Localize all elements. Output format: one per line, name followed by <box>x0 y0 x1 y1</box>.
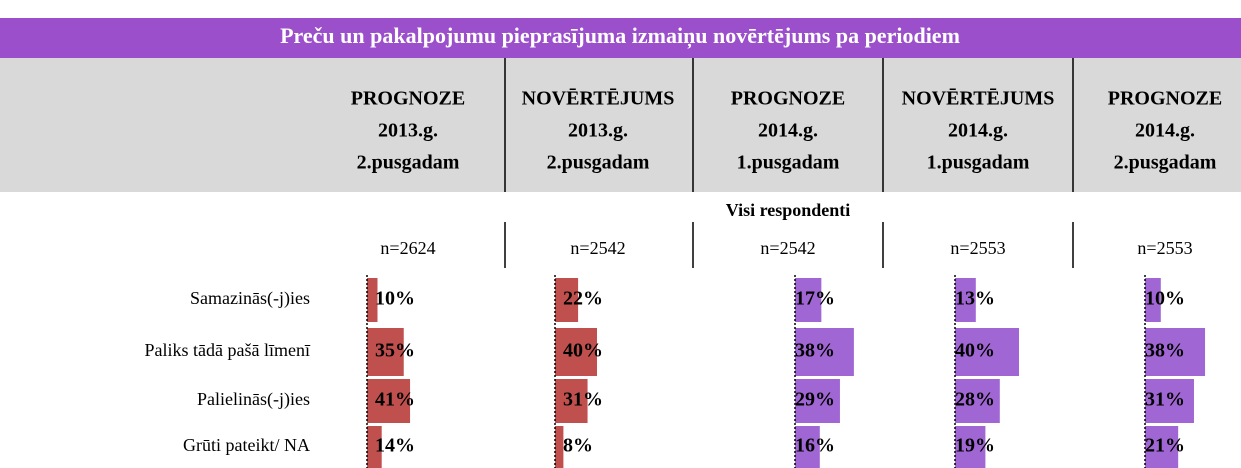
header-band <box>0 58 1241 192</box>
row-label: Samazinās(-j)ies <box>190 288 310 309</box>
column-header: 1.pusgadam <box>927 152 1030 174</box>
value-label: 41% <box>375 389 415 411</box>
column-header: 1.pusgadam <box>737 152 840 174</box>
value-label: 22% <box>563 288 603 310</box>
value-label: 13% <box>955 288 995 310</box>
sample-size: n=2553 <box>1137 238 1192 258</box>
bar <box>1145 278 1161 322</box>
column-header: NOVĒRTĒJUMS <box>522 88 675 110</box>
value-label: 17% <box>795 288 835 310</box>
value-label: 14% <box>375 435 415 457</box>
row-label: Grūti pateikt/ NA <box>183 435 310 455</box>
column-header: 2.pusgadam <box>1114 152 1217 174</box>
bar <box>367 379 411 423</box>
column-header: 2014.g. <box>1135 120 1195 142</box>
title: Preču un pakalpojumu pieprasījuma izmaiņ… <box>280 23 960 49</box>
bar <box>555 379 588 423</box>
bar <box>367 328 404 376</box>
bar <box>555 426 564 468</box>
value-label: 8% <box>563 435 593 457</box>
title-bar <box>0 18 1241 58</box>
bar <box>1145 426 1179 468</box>
value-label: 40% <box>563 340 603 362</box>
column-header: 2013.g. <box>568 120 628 142</box>
bar <box>955 278 976 322</box>
row-label: Paliks tādā pašā līmenī <box>145 340 311 360</box>
column-header: 2013.g. <box>378 120 438 142</box>
column-header: 2.pusgadam <box>547 152 650 174</box>
bar <box>795 328 854 376</box>
value-label: 29% <box>795 389 835 411</box>
column-header: PROGNOZE <box>351 88 465 110</box>
sample-size: n=2542 <box>570 238 625 258</box>
column-header: PROGNOZE <box>1108 88 1222 110</box>
bar <box>955 426 986 468</box>
bar <box>795 278 822 322</box>
bar <box>555 278 579 322</box>
value-label: 10% <box>375 288 415 310</box>
bar <box>1145 328 1206 376</box>
bar <box>1145 379 1194 423</box>
value-label: 35% <box>375 340 415 362</box>
sample-size: n=2553 <box>950 238 1005 258</box>
column-header: NOVĒRTĒJUMS <box>902 88 1055 110</box>
value-label: 16% <box>795 435 835 457</box>
bar <box>795 426 820 468</box>
value-label: 38% <box>795 340 835 362</box>
group-label: Visi respondenti <box>726 200 851 220</box>
value-label: 19% <box>955 435 995 457</box>
value-label: 21% <box>1145 435 1185 457</box>
value-label: 10% <box>1145 288 1185 310</box>
column-header: 2014.g. <box>948 120 1008 142</box>
sample-size: n=2542 <box>760 238 815 258</box>
bar <box>367 426 382 468</box>
column-header: 2014.g. <box>758 120 818 142</box>
sample-size: n=2624 <box>380 238 435 258</box>
value-label: 40% <box>955 340 995 362</box>
value-label: 28% <box>955 389 995 411</box>
value-label: 31% <box>1145 389 1185 411</box>
value-label: 38% <box>1145 340 1185 362</box>
value-label: 31% <box>563 389 603 411</box>
bar <box>555 328 597 376</box>
column-header: PROGNOZE <box>731 88 845 110</box>
column-header: 2.pusgadam <box>357 152 460 174</box>
bar <box>367 278 378 322</box>
bar <box>955 328 1019 376</box>
row-label: Palielinās(-j)ies <box>197 389 310 410</box>
bar <box>795 379 840 423</box>
bar <box>955 379 1000 423</box>
